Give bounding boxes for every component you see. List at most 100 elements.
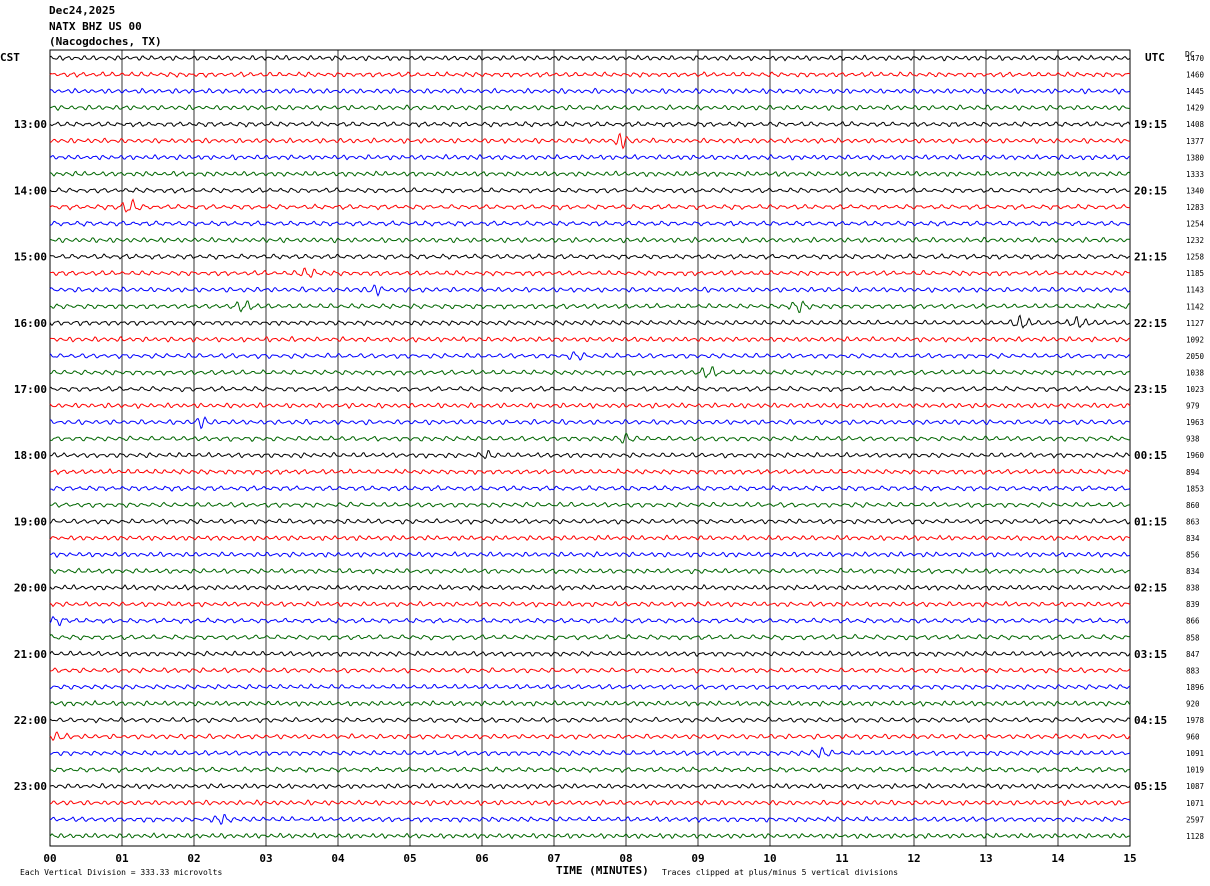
right-hour-label: 05:15	[1134, 780, 1167, 793]
dc-offset-label: 979	[1186, 402, 1200, 411]
dc-offset-label: 834	[1186, 567, 1200, 576]
seismic-trace	[49, 71, 1131, 78]
x-tick-label: 14	[1051, 852, 1065, 865]
seismic-trace	[49, 450, 1131, 460]
dc-offset-label: 856	[1186, 551, 1200, 560]
seismic-trace	[49, 236, 1131, 244]
x-tick-label: 09	[691, 852, 704, 865]
dc-offset-label: 1960	[1186, 451, 1205, 460]
left-hour-label: 18:00	[14, 449, 47, 462]
dc-offset-label: 894	[1186, 468, 1200, 477]
dc-offset-label: 960	[1186, 733, 1200, 742]
seismic-trace	[49, 220, 1131, 227]
dc-offset-label: 839	[1186, 600, 1200, 609]
right-hour-label: 21:15	[1134, 251, 1167, 264]
dc-offset-label: 1470	[1186, 54, 1205, 63]
seismic-trace	[49, 518, 1131, 525]
seismic-trace	[50, 170, 1131, 178]
left-hour-label: 19:00	[14, 515, 47, 528]
dc-offset-label: 847	[1186, 650, 1200, 659]
scale-note: Each Vertical Division = 333.33 microvol…	[20, 868, 223, 877]
dc-offset-label: 938	[1186, 435, 1200, 444]
seismic-trace	[49, 731, 1131, 742]
dc-offset-label: 1087	[1186, 782, 1204, 791]
dc-offset-label: 1853	[1186, 484, 1204, 493]
seismic-trace	[49, 766, 1131, 774]
seismic-trace	[49, 335, 1131, 343]
dc-offset-label: 1380	[1186, 153, 1205, 162]
x-tick-label: 02	[187, 852, 200, 865]
seismic-trace	[49, 799, 1131, 807]
left-timezone-label: CST	[0, 51, 20, 64]
dc-offset-label: 834	[1186, 534, 1200, 543]
right-hour-label: 20:15	[1134, 184, 1167, 197]
dc-offset-label: 1071	[1186, 799, 1204, 808]
left-hour-label: 20:00	[14, 582, 47, 595]
seismic-trace	[49, 351, 1131, 361]
dc-offset-label: 866	[1186, 617, 1200, 626]
x-tick-label: 12	[907, 852, 920, 865]
x-tick-label: 15	[1123, 852, 1136, 865]
seismic-trace	[49, 550, 1131, 559]
dc-offset-label: 860	[1186, 501, 1200, 510]
x-tick-label: 07	[547, 852, 560, 865]
seismic-trace	[49, 432, 1131, 444]
seismic-trace	[49, 832, 1131, 840]
dc-offset-label: 1142	[1186, 302, 1204, 311]
dc-offset-label: 2597	[1186, 815, 1204, 824]
dc-offset-label: 1091	[1186, 749, 1204, 758]
seismic-trace	[49, 683, 1131, 691]
dc-offset-label: 1019	[1186, 766, 1204, 775]
seismic-trace	[49, 699, 1131, 707]
seismic-trace	[49, 284, 1131, 297]
seismic-trace	[49, 132, 1131, 150]
seismic-trace	[49, 615, 1131, 627]
right-hour-label: 00:15	[1134, 449, 1167, 462]
right-hour-label: 04:15	[1134, 714, 1167, 727]
seismic-trace	[49, 253, 1131, 261]
dc-offset-label: 1340	[1186, 186, 1205, 195]
left-hour-label: 22:00	[14, 714, 47, 727]
seismic-trace	[49, 385, 1131, 393]
left-hour-label: 21:00	[14, 648, 47, 661]
seismic-trace	[49, 782, 1131, 790]
x-tick-label: 05	[403, 852, 416, 865]
seismic-trace	[49, 814, 1131, 826]
dc-offset-label: 1254	[1186, 220, 1205, 229]
right-hour-label: 02:15	[1134, 582, 1167, 595]
seismic-trace	[50, 484, 1131, 492]
seismic-trace	[49, 501, 1131, 509]
station-code: NATX BHZ US 00	[49, 20, 142, 33]
seismic-trace	[49, 746, 1131, 759]
seismic-trace	[49, 120, 1131, 128]
dc-offset-label: 1978	[1186, 716, 1205, 725]
seismic-trace	[49, 468, 1131, 476]
seismic-trace	[49, 402, 1131, 410]
dc-offset-label: 858	[1186, 633, 1200, 642]
dc-offset-label: 920	[1186, 699, 1200, 708]
dc-offset-label: 1429	[1186, 104, 1204, 113]
left-hour-label: 14:00	[14, 184, 47, 197]
dc-offset-label: 1283	[1186, 203, 1204, 212]
x-tick-label: 00	[43, 852, 56, 865]
right-hour-label: 03:15	[1134, 648, 1167, 661]
left-hour-label: 16:00	[14, 317, 47, 330]
seismic-trace	[49, 666, 1131, 674]
clip-note: Traces clipped at plus/minus 5 vertical …	[662, 868, 899, 877]
right-hour-label: 19:15	[1134, 118, 1167, 131]
seismic-trace	[49, 583, 1131, 592]
seismic-trace	[49, 153, 1131, 161]
x-tick-label: 08	[619, 852, 632, 865]
seismic-trace	[49, 87, 1131, 95]
station-location: (Nacogdoches, TX)	[49, 35, 162, 48]
seismic-trace	[49, 716, 1131, 724]
dc-offset-label: 1127	[1186, 319, 1204, 328]
dc-column-label: DC	[1185, 50, 1195, 59]
seismic-trace	[49, 104, 1131, 112]
seismic-trace	[49, 300, 1131, 314]
right-timezone-label: UTC	[1145, 51, 1165, 64]
dc-offset-label: 1232	[1186, 236, 1204, 245]
x-axis-title: TIME (MINUTES)	[556, 864, 649, 877]
dc-offset-label: 1038	[1186, 368, 1205, 377]
x-tick-label: 10	[763, 852, 776, 865]
